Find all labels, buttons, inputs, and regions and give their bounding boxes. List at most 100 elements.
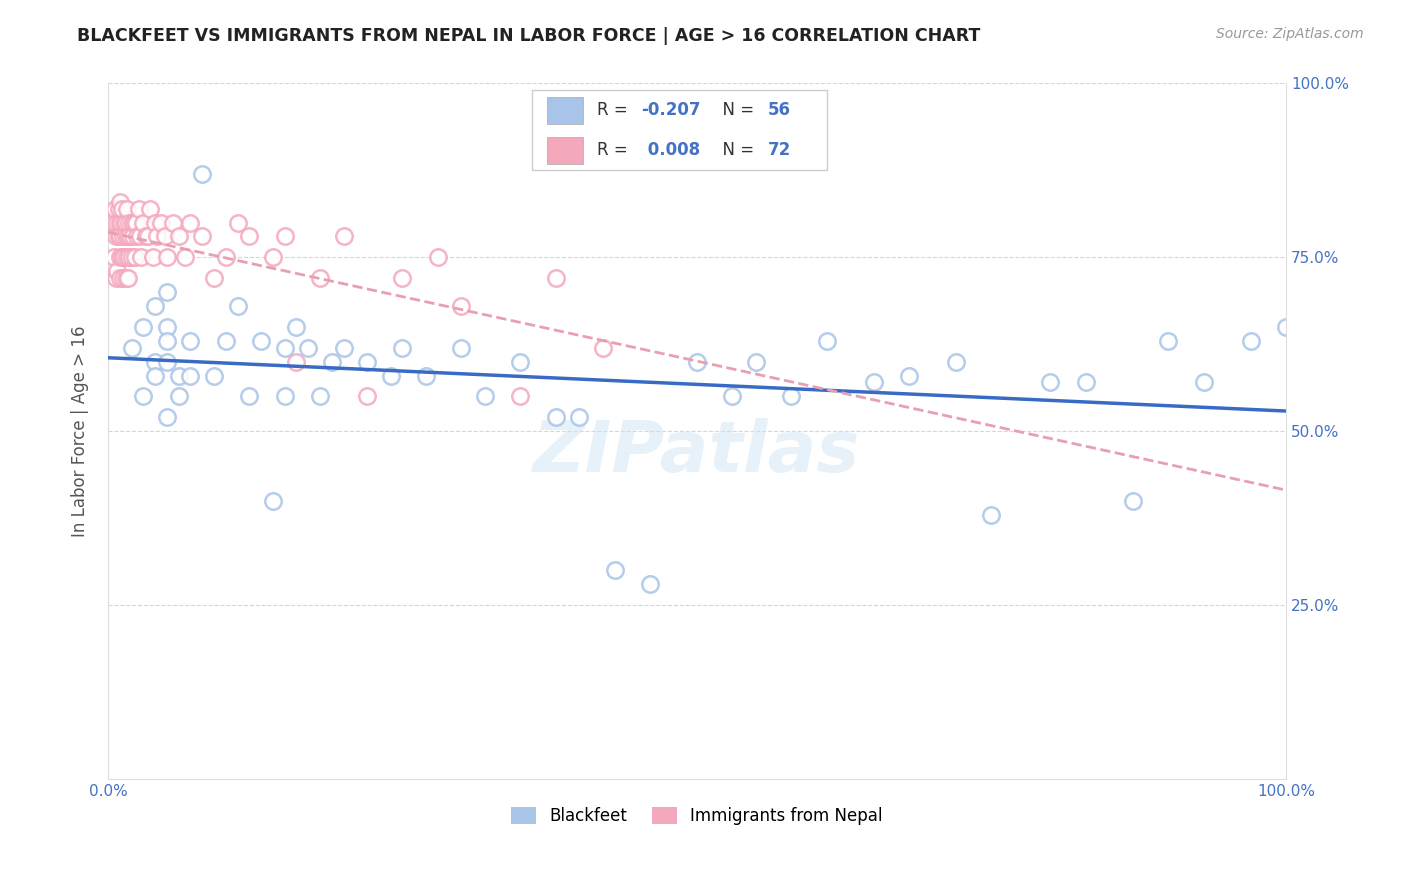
- Point: [380, 368, 402, 383]
- Point: [1192, 376, 1215, 390]
- Point: [356, 389, 378, 403]
- Text: N =: N =: [713, 141, 759, 160]
- Point: [262, 493, 284, 508]
- Point: [156, 410, 179, 425]
- Point: [309, 271, 332, 285]
- Point: [118, 250, 141, 264]
- Point: [107, 264, 129, 278]
- Point: [202, 271, 225, 285]
- Point: [568, 410, 591, 425]
- Text: ZIPatlas: ZIPatlas: [533, 417, 860, 486]
- Point: [391, 271, 413, 285]
- Point: [156, 354, 179, 368]
- Point: [544, 410, 567, 425]
- Point: [143, 368, 166, 383]
- Point: [114, 250, 136, 264]
- Point: [450, 341, 472, 355]
- Point: [391, 341, 413, 355]
- Point: [332, 341, 354, 355]
- Point: [110, 215, 132, 229]
- Point: [321, 354, 343, 368]
- FancyBboxPatch shape: [547, 137, 582, 163]
- Point: [179, 334, 201, 348]
- Point: [167, 368, 190, 383]
- Text: 56: 56: [768, 102, 790, 120]
- Point: [1074, 376, 1097, 390]
- Text: -0.207: -0.207: [641, 102, 702, 120]
- Point: [167, 389, 190, 403]
- Point: [121, 215, 143, 229]
- Point: [1275, 319, 1298, 334]
- Point: [114, 271, 136, 285]
- Y-axis label: In Labor Force | Age > 16: In Labor Force | Age > 16: [72, 326, 89, 537]
- Legend: Blackfeet, Immigrants from Nepal: Blackfeet, Immigrants from Nepal: [502, 798, 891, 833]
- Point: [117, 271, 139, 285]
- Point: [509, 389, 531, 403]
- Point: [898, 368, 921, 383]
- Point: [128, 202, 150, 216]
- Point: [273, 341, 295, 355]
- Point: [132, 319, 155, 334]
- Point: [450, 299, 472, 313]
- Point: [544, 271, 567, 285]
- Point: [118, 215, 141, 229]
- Text: Source: ZipAtlas.com: Source: ZipAtlas.com: [1216, 27, 1364, 41]
- Point: [509, 354, 531, 368]
- Point: [415, 368, 437, 383]
- Point: [780, 389, 803, 403]
- Point: [125, 215, 148, 229]
- Point: [114, 215, 136, 229]
- FancyBboxPatch shape: [547, 97, 582, 124]
- Point: [142, 250, 165, 264]
- Point: [945, 354, 967, 368]
- Point: [592, 341, 614, 355]
- Point: [104, 202, 127, 216]
- Point: [108, 215, 131, 229]
- Point: [1122, 493, 1144, 508]
- Point: [862, 376, 884, 390]
- Point: [122, 215, 145, 229]
- Point: [127, 229, 149, 244]
- Point: [273, 229, 295, 244]
- Point: [162, 215, 184, 229]
- Point: [980, 508, 1002, 522]
- Point: [135, 229, 157, 244]
- Point: [238, 229, 260, 244]
- Point: [167, 229, 190, 244]
- Point: [114, 229, 136, 244]
- Point: [124, 250, 146, 264]
- Point: [121, 341, 143, 355]
- Point: [191, 229, 214, 244]
- Point: [226, 215, 249, 229]
- Point: [107, 202, 129, 216]
- Point: [202, 368, 225, 383]
- Point: [156, 285, 179, 299]
- Text: R =: R =: [598, 141, 633, 160]
- Point: [179, 215, 201, 229]
- Point: [150, 215, 173, 229]
- Point: [250, 334, 273, 348]
- Point: [1157, 334, 1180, 348]
- Point: [215, 250, 238, 264]
- Point: [114, 215, 136, 229]
- Point: [156, 319, 179, 334]
- Point: [108, 271, 131, 285]
- Point: [136, 229, 159, 244]
- Point: [156, 334, 179, 348]
- Point: [153, 229, 176, 244]
- Point: [107, 229, 129, 244]
- Point: [108, 194, 131, 209]
- Point: [146, 229, 169, 244]
- FancyBboxPatch shape: [531, 90, 827, 170]
- Point: [143, 299, 166, 313]
- Point: [745, 354, 768, 368]
- Point: [215, 334, 238, 348]
- Point: [111, 250, 134, 264]
- Point: [105, 229, 128, 244]
- Point: [103, 250, 125, 264]
- Point: [603, 563, 626, 577]
- Point: [686, 354, 709, 368]
- Point: [108, 229, 131, 244]
- Point: [1239, 334, 1261, 348]
- Point: [285, 319, 308, 334]
